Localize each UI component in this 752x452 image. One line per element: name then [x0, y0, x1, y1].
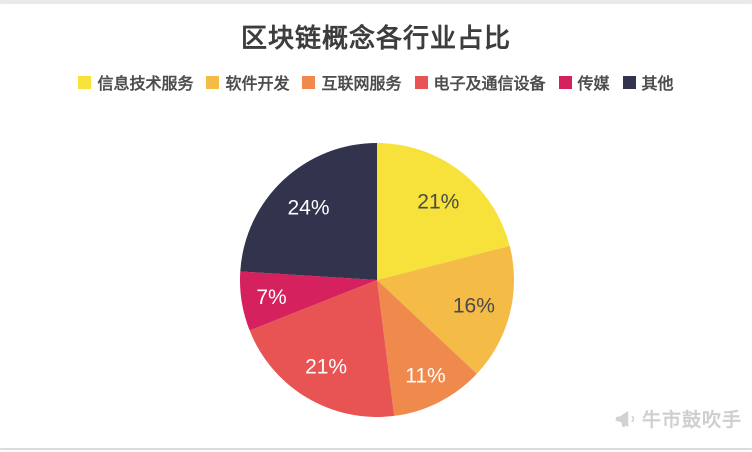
legend-item: 信息技术服务 [78, 70, 193, 94]
pie-slice [377, 245, 515, 374]
megaphone-icon [612, 407, 638, 431]
legend-swatch [206, 75, 220, 89]
legend-item: 传媒 [558, 70, 610, 94]
pie-slice-label: 11% [405, 365, 445, 388]
pie-slice-label: 21% [417, 190, 459, 213]
legend-label: 信息技术服务 [97, 76, 194, 93]
legend-swatch [558, 75, 572, 89]
legend: 信息技术服务 软件开发 互联网服务 电子及通信设备 传媒 其他 [0, 70, 752, 94]
pie-slice [249, 280, 395, 418]
legend-swatch [414, 75, 428, 89]
pie-slice-label: 21% [305, 355, 347, 378]
pie-slice-label: 7% [256, 286, 286, 309]
legend-label: 其他 [641, 76, 674, 93]
watermark: 牛市鼓吹手 [612, 405, 742, 432]
pie-slice [239, 271, 377, 331]
legend-label: 软件开发 [225, 76, 290, 93]
legend-label: 传媒 [577, 76, 610, 93]
page-title: 区块链概念各行业占比 [240, 23, 511, 53]
legend-item: 电子及通信设备 [414, 70, 546, 94]
pie-slice-label: 24% [287, 196, 329, 219]
pie-slice [377, 142, 510, 280]
watermark-text: 牛市鼓吹手 [641, 410, 742, 431]
top-border [0, 0, 752, 4]
legend-swatch [622, 75, 636, 89]
legend-item: 软件开发 [206, 70, 289, 94]
pie-slice [377, 280, 477, 416]
pie-slice [240, 143, 377, 280]
bottom-border [0, 448, 752, 450]
legend-swatch [78, 75, 92, 89]
legend-swatch [302, 75, 316, 89]
legend-label: 电子及通信设备 [433, 76, 546, 93]
legend-item: 互联网服务 [302, 70, 402, 94]
legend-item: 其他 [622, 70, 674, 94]
pie-slice-label: 16% [453, 294, 495, 317]
legend-label: 互联网服务 [321, 76, 402, 93]
